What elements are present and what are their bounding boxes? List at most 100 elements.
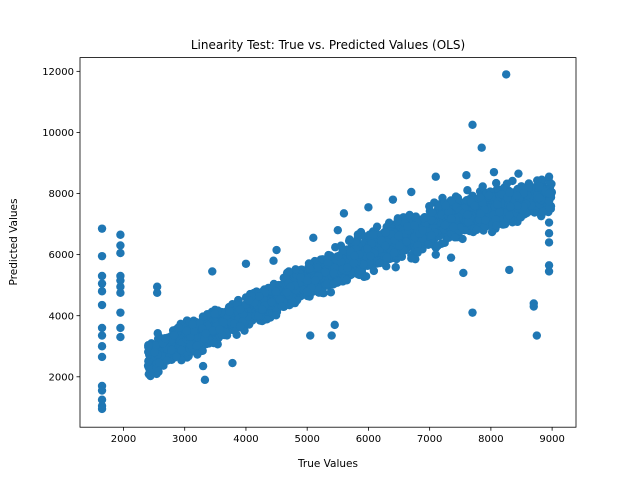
data-point [446, 253, 456, 262]
data-point [413, 241, 422, 250]
data-point [253, 311, 263, 321]
data-point [97, 352, 107, 362]
data-point [167, 345, 176, 355]
data-point [493, 200, 502, 209]
data-point [478, 182, 487, 191]
data-point [480, 222, 490, 231]
data-point [389, 248, 399, 258]
data-point [329, 268, 338, 278]
data-point [381, 241, 390, 251]
data-point [513, 201, 522, 211]
data-point [296, 273, 305, 282]
data-point [305, 264, 315, 273]
data-point [150, 347, 159, 357]
data-point [544, 203, 554, 212]
data-point [375, 258, 384, 268]
data-point [116, 282, 125, 291]
data-point [97, 323, 107, 333]
data-point [491, 215, 500, 224]
data-point [192, 341, 201, 350]
data-point [235, 322, 245, 331]
data-point [538, 207, 548, 216]
data-point [388, 195, 398, 204]
data-point [188, 320, 197, 329]
data-point [407, 187, 416, 197]
data-point [162, 356, 172, 365]
data-point [363, 244, 372, 253]
data-point [516, 213, 526, 222]
data-point [462, 171, 471, 180]
data-point [235, 305, 245, 314]
y-tick-label: 12000 [42, 67, 74, 78]
data-point [544, 172, 554, 181]
data-point [501, 70, 511, 79]
data-point [267, 297, 276, 307]
data-point [277, 302, 286, 311]
data-point [306, 331, 315, 340]
data-point [309, 233, 318, 243]
x-tick-label: 4000 [233, 434, 258, 445]
data-point [152, 282, 162, 291]
data-point [97, 251, 107, 261]
data-point [323, 259, 332, 268]
data-point [209, 338, 218, 348]
data-point [198, 361, 208, 371]
data-point [327, 331, 336, 340]
data-point [487, 227, 497, 237]
data-point [291, 265, 300, 274]
data-point [116, 323, 125, 333]
x-tick-label: 2000 [111, 434, 136, 445]
data-point [491, 178, 501, 188]
data-point [505, 211, 514, 220]
data-point [343, 263, 352, 273]
data-point [303, 276, 312, 285]
data-point [512, 191, 522, 200]
data-point [345, 235, 354, 244]
data-point [177, 345, 186, 355]
data-point [459, 268, 468, 278]
data-point [254, 292, 264, 301]
data-point [97, 331, 107, 340]
data-point [312, 263, 322, 273]
x-tick-label: 7000 [417, 434, 442, 445]
data-point [369, 230, 378, 239]
data-point [437, 210, 447, 220]
data-point [97, 271, 107, 281]
data-point [321, 267, 330, 277]
data-point [544, 229, 554, 238]
points-layer [97, 70, 557, 414]
data-point [529, 302, 538, 311]
y-tick-label: 8000 [49, 189, 74, 200]
data-point [544, 238, 554, 247]
data-point [431, 172, 440, 181]
data-point [269, 256, 278, 265]
data-point [410, 221, 419, 230]
data-point [193, 350, 202, 359]
data-point [544, 196, 554, 206]
data-point [427, 208, 437, 217]
data-point [200, 375, 210, 385]
data-point [472, 225, 481, 235]
data-point [210, 309, 220, 319]
y-tick-label: 4000 [49, 311, 74, 322]
data-point [244, 296, 254, 305]
data-point [393, 216, 402, 226]
data-point [468, 308, 477, 317]
data-point [534, 193, 544, 203]
data-point [215, 325, 225, 334]
data-point [358, 259, 368, 269]
data-point [484, 191, 494, 200]
data-point [506, 202, 515, 211]
data-point [449, 222, 458, 232]
data-point [97, 300, 107, 310]
data-point [201, 329, 211, 338]
data-point [519, 202, 528, 211]
data-point [514, 169, 523, 178]
data-point [116, 288, 125, 297]
data-point [97, 224, 107, 233]
data-point [364, 203, 373, 212]
data-point [271, 311, 281, 320]
data-point [450, 233, 460, 242]
data-point [544, 189, 554, 198]
